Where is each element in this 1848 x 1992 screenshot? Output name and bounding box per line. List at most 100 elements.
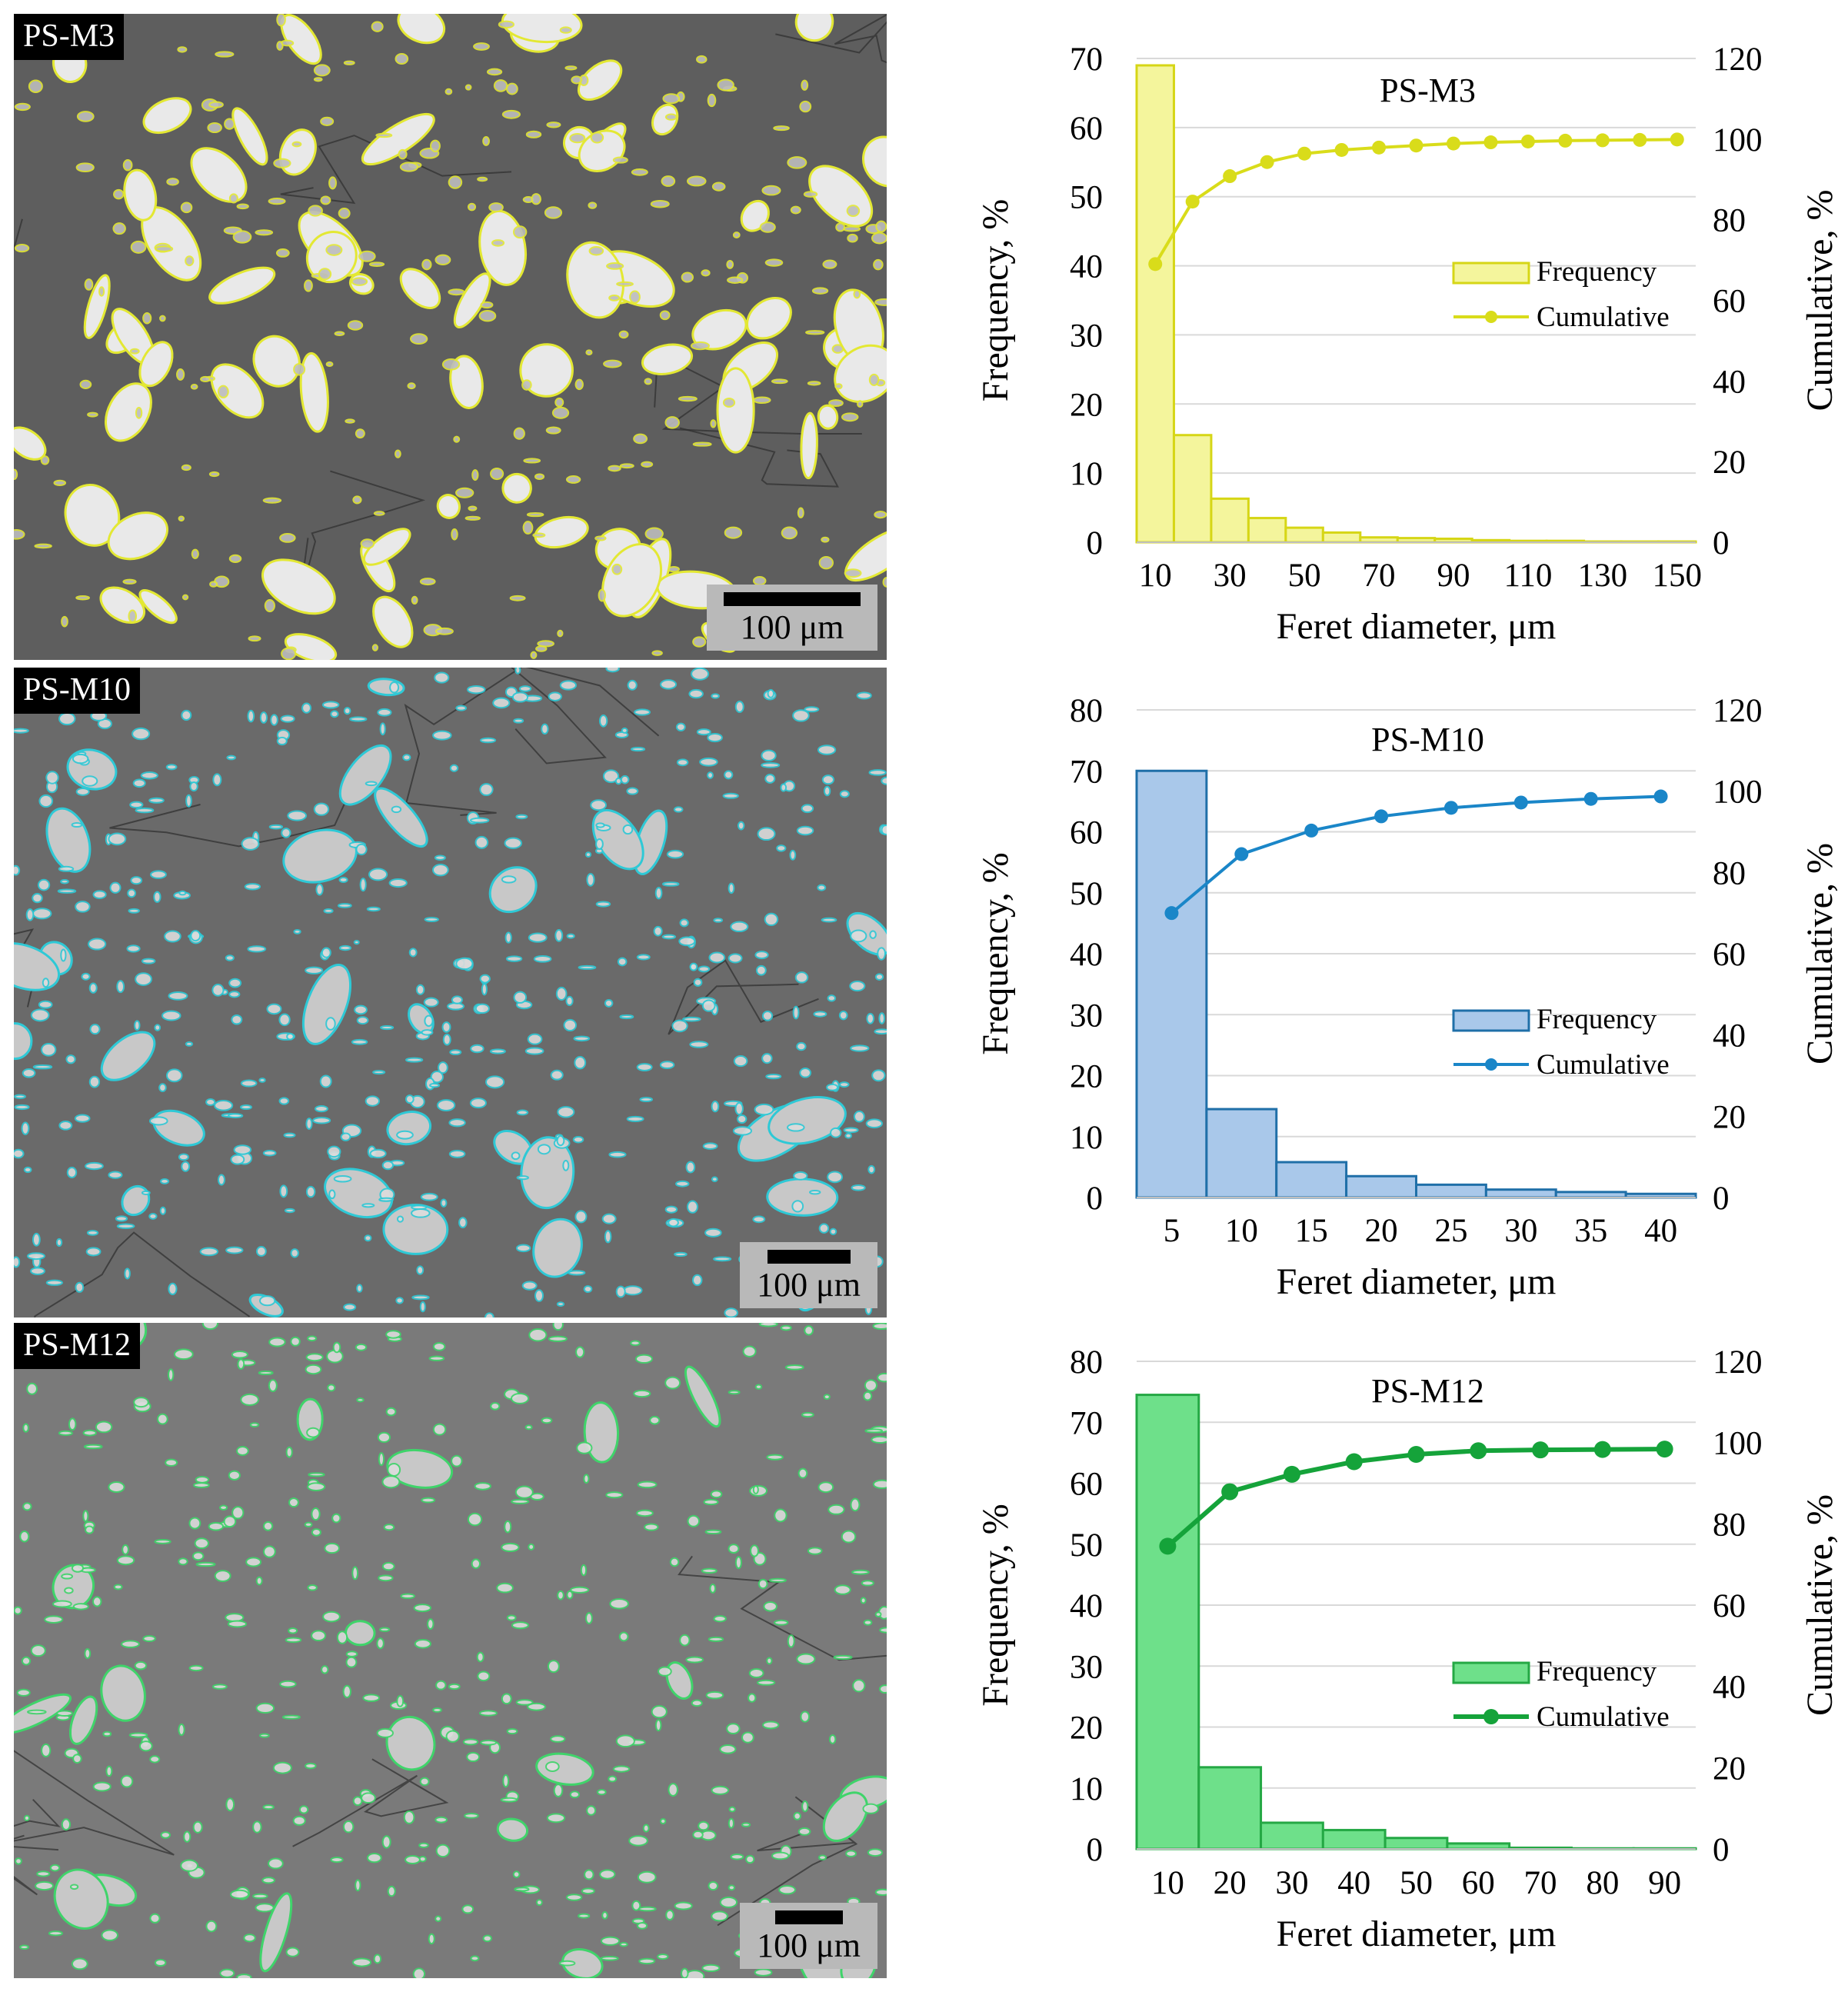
sem-particle-small [44, 1615, 64, 1624]
sem-particle [641, 343, 694, 375]
sem-particle-small [703, 1498, 719, 1506]
sem-particle-small [178, 1723, 185, 1737]
sem-particle [138, 341, 174, 388]
sem-particle-small [578, 1913, 591, 1919]
sem-particle-small [545, 426, 561, 435]
sem-particle-small [181, 464, 191, 471]
y-tick-label: 50 [1070, 180, 1103, 216]
sem-particle [716, 367, 755, 454]
sem-particle-small [140, 771, 158, 780]
sem-particle-small [461, 1904, 474, 1914]
histogram-ps-m10: 0 10 20 30 40 50 60 70 80 0 20 40 60 80 100 120 5 10 15 20 2… [975, 693, 1840, 1302]
sem-particle-small [304, 1521, 313, 1527]
sem-particle-small [664, 113, 678, 121]
sem-particle-small [255, 1903, 275, 1913]
sem-particle-small [359, 878, 367, 892]
cumulative-line [1170, 794, 1661, 914]
sem-particle-small [195, 1475, 210, 1484]
sem-particle-small [236, 1974, 252, 1978]
sem-particle-small [464, 84, 472, 91]
sem-particle-small [178, 1557, 188, 1566]
y-tick-label: 30 [1070, 1649, 1103, 1685]
x-tick-label: 15 [1295, 1213, 1328, 1249]
sem-particle-small [847, 233, 858, 243]
x-axis-label: Feret diameter, μm [1277, 606, 1557, 647]
sem-particle-small [634, 1354, 654, 1364]
sem-particle-small [441, 1021, 451, 1033]
sem-particle-small [701, 269, 711, 277]
sem-particle-small [352, 495, 362, 505]
sem-particle-small [618, 1631, 629, 1642]
sem-particle-small [150, 870, 167, 879]
sem-particle-small [841, 1530, 857, 1544]
sem-particle [100, 1031, 156, 1081]
sem-particle-small [757, 827, 776, 841]
sem-particle-small [381, 1475, 401, 1489]
sem-particle-small [276, 736, 288, 746]
sem-particle-small [753, 396, 771, 404]
sem-particle-small [764, 774, 776, 784]
chart-title: PS-M12 [1371, 1372, 1484, 1410]
sem-particle-small [532, 532, 546, 538]
sem-particle [372, 595, 414, 648]
sem-particle-small [732, 232, 741, 238]
sem-particle [284, 633, 338, 660]
sem-particle-small [689, 962, 698, 971]
sem-particle-small [650, 199, 670, 208]
sem-particle-small [56, 1710, 74, 1717]
sem-particle-small [764, 258, 784, 267]
sem-particle-small [481, 983, 488, 996]
sem-particle-small [130, 876, 143, 885]
sem-particle-small [590, 799, 608, 811]
sem-particle-small [552, 1323, 564, 1331]
sem-particle-small [864, 1428, 884, 1434]
frequency-bar [1260, 1821, 1324, 1850]
sem-particle-small [771, 1851, 790, 1860]
sem-particle-small [88, 938, 107, 951]
sem-particle-small [605, 1491, 624, 1499]
sem-particle-small [68, 1417, 77, 1431]
sem-particle-small [528, 932, 548, 943]
sem-particle-small [813, 1011, 827, 1018]
sem-particle-small [217, 1174, 225, 1186]
sem-particle-small [784, 1364, 804, 1371]
sem-particle-small [338, 208, 351, 219]
sem-particle-small [554, 397, 564, 408]
cumulative-point [1148, 257, 1163, 271]
sem-particle-small [585, 349, 593, 356]
sem-particle-small [180, 202, 193, 214]
x-tick-label: 20 [1214, 1865, 1247, 1901]
sem-particle-small [796, 825, 814, 836]
x-tick-label: 50 [1288, 558, 1321, 594]
sem-particle-small [92, 1781, 112, 1792]
sem-particle-small [550, 1069, 564, 1081]
cumulative-point [1653, 789, 1668, 804]
sem-particle-small [293, 362, 306, 376]
sem-particle-small [557, 1590, 564, 1601]
sem-particle-small [618, 330, 629, 339]
chart-ps-m12: 0 10 20 30 40 50 60 70 80 0 20 40 60 80 100 120 10 20 30 40… [961, 1338, 1848, 1984]
sem-particle-small [285, 1446, 293, 1458]
legend-cumulative-label: Cumulative [1537, 1701, 1670, 1733]
sem-particle-small [53, 479, 67, 486]
sem-particle-small [434, 854, 446, 861]
sem-particle-small [127, 888, 137, 898]
sem-particle-small [474, 835, 489, 849]
sem-particle-small [605, 668, 620, 673]
sem-particle-small [710, 1490, 723, 1499]
sem-particle-small [61, 1818, 72, 1831]
sem-particle-small [609, 1597, 629, 1610]
sem-particle-small [535, 1899, 543, 1907]
sem-particle-small [57, 888, 77, 894]
sem-particle-small [679, 918, 689, 928]
sem-particle-small [440, 1198, 448, 1208]
sem-particle-small [874, 1611, 882, 1617]
sem-particle-small [727, 276, 744, 284]
sem-particle [68, 1695, 98, 1745]
sem-particle-small [22, 1068, 36, 1078]
sem-particle-small [248, 635, 261, 642]
sem-particle-small [637, 1870, 657, 1884]
sem-particle-small [214, 1099, 234, 1111]
sem-particle-small [636, 1063, 653, 1072]
sem-particle-small [506, 82, 518, 95]
